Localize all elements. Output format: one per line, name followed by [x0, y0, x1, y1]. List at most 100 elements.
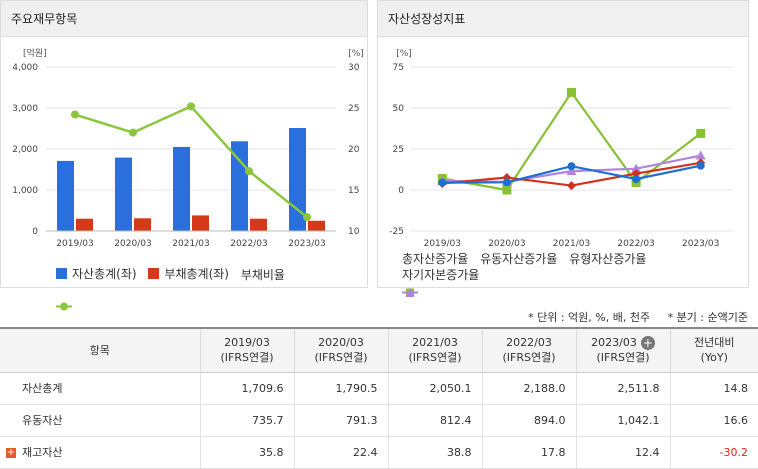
- table-row-current-assets: 유동자산 735.7 791.3 812.4 894.0 1,042.1 16.…: [0, 404, 758, 437]
- unit-note: * 단위 : 억원, %, 배, 천주: [528, 311, 651, 324]
- header-basis: (IFRS연결): [220, 351, 274, 365]
- header-col-2023: 2023/03 + (IFRS연결): [575, 327, 670, 373]
- y-tick-right: 10: [348, 227, 360, 237]
- legend-tangible-asset-growth-label: 유형자산증가율: [569, 252, 647, 266]
- total-asset-growth-point: [567, 162, 576, 171]
- header-period: 2022/03: [506, 336, 552, 350]
- header-col-2020: 2020/03 (IFRS연결): [293, 327, 388, 373]
- legend-liability-total[interactable]: 부채총계(좌): [148, 265, 229, 282]
- legend-debt-ratio[interactable]: 부채비율: [56, 266, 285, 311]
- asset-growth-panel: 자산성장성지표 [%] -25 0 25 50 75 2019/03 2020/03 2021/…: [377, 0, 749, 297]
- add-column-icon[interactable]: +: [640, 336, 655, 351]
- header-col-2019: 2019/03 (IFRS연결): [199, 327, 294, 373]
- cell-yoy: 16.6: [669, 404, 758, 437]
- row-label-inventory[interactable]: + 재고자산: [0, 436, 200, 469]
- bar-liability-total: [192, 215, 209, 231]
- header-yoy-title: 전년대비: [694, 336, 735, 350]
- x-tick: 2022/03: [617, 239, 654, 249]
- y-tick-left: 3,000: [12, 104, 38, 114]
- cell-value: 22.4: [293, 436, 388, 469]
- x-tick: 2020/03: [114, 239, 151, 249]
- header-col-2022: 2022/03 (IFRS연결): [481, 327, 576, 373]
- cell-value: 1,709.6: [199, 372, 294, 405]
- tangible-asset-growth-point: [567, 87, 576, 97]
- header-basis: (IFRS연결): [596, 351, 650, 365]
- header-yoy-sub: (YoY): [700, 351, 728, 365]
- y-tick-left: 0: [32, 227, 38, 237]
- x-tick: 2019/03: [424, 239, 461, 249]
- bar-asset-total: [57, 160, 74, 231]
- total-asset-growth-point: [632, 175, 641, 184]
- x-tick: 2021/03: [172, 239, 209, 249]
- asset-growth-title: 자산성장성지표: [378, 1, 748, 37]
- header-item: 항목: [0, 327, 200, 373]
- y-tick: -25: [389, 227, 404, 237]
- financial-items-legend: 자산총계(좌) 부채총계(좌) 부채비율: [56, 265, 293, 311]
- header-period: 2020/03: [318, 336, 364, 350]
- legend-total-asset-growth-label: 총자산증가율: [402, 252, 469, 266]
- debt-ratio-point: [187, 102, 195, 111]
- legend-equity-growth[interactable]: 자기자본증가율: [402, 267, 480, 297]
- cell-value: 2,188.0: [481, 372, 576, 405]
- x-tick: 2022/03: [230, 239, 267, 249]
- header-col-2021: 2021/03 (IFRS연결): [387, 327, 482, 373]
- left-axis-unit: [억원]: [23, 47, 47, 59]
- y-tick: 50: [393, 104, 405, 114]
- equity-growth-point: [631, 163, 642, 173]
- y-axis-unit: [%]: [396, 49, 412, 59]
- row-label: 자산총계: [0, 372, 200, 405]
- y-tick-left: 4,000: [12, 63, 38, 73]
- table-row-total-assets: 자산총계 1,709.6 1,790.5 2,050.1 2,188.0 2,5…: [0, 372, 758, 405]
- x-tick: 2019/03: [56, 239, 93, 249]
- y-tick-right: 20: [348, 145, 360, 155]
- financial-items-panel: 주요재무항목 [억원] [%] 0 1,000 2,000 3,000 4,000 10 15 2…: [0, 0, 368, 311]
- y-tick-left: 2,000: [12, 145, 38, 155]
- table-row-inventory: + 재고자산 35.8 22.4 38.8 17.8 12.4 -30.2: [0, 436, 758, 469]
- header-basis: (IFRS연결): [502, 351, 556, 365]
- legend-tangible-asset-growth[interactable]: 유형자산증가율: [402, 251, 647, 297]
- period-note: * 분기 : 순액기준: [667, 311, 748, 324]
- x-tick: 2020/03: [488, 239, 525, 249]
- bar-liability-total: [308, 220, 325, 231]
- legend-current-asset-growth-label: 유동자산증가율: [480, 252, 558, 266]
- legend-debt-ratio-label: 부채비율: [240, 268, 285, 282]
- legend-asset-total[interactable]: 자산총계(좌): [56, 265, 137, 282]
- bar-asset-total: [115, 157, 132, 231]
- total-asset-growth-point: [696, 161, 705, 170]
- header-period: 2019/03: [224, 336, 270, 350]
- header-yoy: 전년대비 (YoY): [669, 327, 758, 373]
- total-asset-growth-point: [502, 178, 511, 187]
- cell-value: 894.0: [481, 404, 576, 437]
- legend-asset-total-label: 자산총계(좌): [72, 267, 137, 281]
- cell-value: 812.4: [387, 404, 482, 437]
- cell-value: 38.8: [387, 436, 482, 469]
- financial-items-chart: [억원] [%] 0 1,000 2,000 3,000 4,000 10 15 20 25 30 20…: [12, 47, 364, 249]
- row-label: 유동자산: [0, 404, 200, 437]
- tangible-asset-growth-point: [696, 128, 706, 138]
- bar-liability-total: [76, 218, 93, 231]
- cell-value: 1,790.5: [293, 372, 388, 405]
- bar-liability-total: [134, 218, 151, 231]
- debt-ratio-point: [303, 213, 311, 222]
- x-tick: 2023/03: [682, 239, 719, 249]
- right-axis-unit: [%]: [348, 49, 364, 59]
- table-meta: * 단위 : 억원, %, 배, 천주 * 분기 : 순액기준: [514, 309, 748, 325]
- y-tick-right: 15: [348, 186, 359, 196]
- financial-table: 항목 2019/03 (IFRS연결) 2020/03 (IFRS연결) 2021/…: [0, 327, 758, 469]
- equity-growth-point: [566, 166, 577, 176]
- table-header-row: 항목 2019/03 (IFRS연결) 2020/03 (IFRS연결) 2021/…: [0, 327, 758, 373]
- expand-icon[interactable]: +: [6, 446, 16, 458]
- asset-growth-chart: [%] -25 0 25 50 75 2019/03 2020/03 2021/03 2022/0…: [389, 49, 733, 249]
- y-tick-left: 1,000: [12, 186, 38, 196]
- legend-equity-growth-label: 자기자본증가율: [402, 268, 480, 282]
- current-asset-growth-point: [567, 181, 576, 191]
- cell-value: 17.8: [481, 436, 576, 469]
- cell-yoy: 14.8: [669, 372, 758, 405]
- legend-current-asset-growth[interactable]: 유동자산증가율: [402, 251, 558, 297]
- bar-asset-total: [173, 146, 190, 231]
- legend-total-asset-growth[interactable]: 총자산증가율: [402, 251, 469, 297]
- cell-value: 791.3: [293, 404, 388, 437]
- cell-value: 735.7: [199, 404, 294, 437]
- debt-ratio-point: [129, 128, 137, 137]
- y-tick: 0: [398, 186, 404, 196]
